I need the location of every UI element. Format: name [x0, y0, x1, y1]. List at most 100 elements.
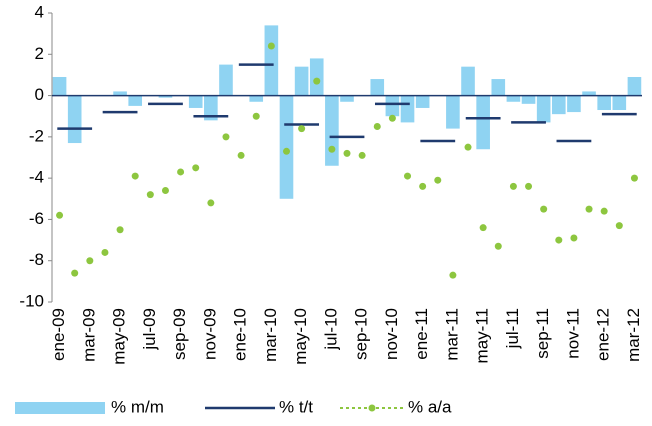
bar	[340, 95, 354, 102]
marker	[479, 224, 487, 232]
x-tick-label: may-10	[291, 308, 310, 365]
bar	[627, 76, 642, 96]
x-tick-label: ene-10	[231, 308, 250, 361]
x-tick-label: may-09	[110, 308, 129, 365]
y-tick-label: 2	[35, 44, 44, 63]
y-tick-label: -8	[29, 250, 44, 269]
x-tick-label: jul-10	[321, 308, 340, 351]
bar	[491, 79, 506, 96]
bar	[309, 58, 324, 96]
x-tick-label: ene-11	[412, 308, 431, 360]
x-tick-label: jul-11	[503, 308, 522, 349]
x-tick-label: jul-09	[140, 308, 159, 351]
legend-label: % m/m	[111, 397, 164, 416]
marker	[161, 187, 169, 195]
marker	[419, 182, 427, 190]
marker	[555, 236, 563, 244]
bar	[521, 95, 536, 104]
bar	[128, 95, 143, 106]
bar	[551, 95, 566, 115]
marker	[328, 145, 336, 153]
marker	[358, 151, 366, 159]
x-tick-label: nov-10	[382, 308, 401, 360]
marker	[237, 151, 245, 159]
marker	[101, 248, 109, 256]
x-tick-label: sep-11	[533, 308, 552, 359]
x-tick-label: nov-11	[563, 308, 582, 359]
bar	[506, 95, 521, 102]
marker	[373, 123, 381, 131]
legend-label: % a/a	[408, 397, 452, 416]
bar	[597, 95, 611, 111]
y-tick-label: -10	[19, 291, 44, 310]
marker	[343, 149, 351, 157]
marker	[282, 147, 290, 155]
marker	[434, 176, 442, 184]
legend-label: % t/t	[279, 397, 313, 416]
marker	[313, 77, 321, 85]
bar	[567, 95, 581, 113]
y-tick-label: 0	[35, 85, 44, 104]
marker	[494, 242, 502, 250]
x-tick-label: nov-09	[200, 308, 219, 360]
bar	[158, 95, 173, 98]
bar	[204, 95, 218, 121]
bar	[536, 95, 551, 123]
marker	[298, 125, 306, 133]
y-tick-label: -4	[29, 168, 44, 187]
bar	[461, 66, 475, 96]
marker	[146, 191, 154, 199]
marker	[131, 172, 139, 180]
marker	[207, 199, 215, 207]
marker	[116, 226, 124, 234]
marker	[464, 143, 472, 151]
marker	[449, 271, 457, 279]
marker	[540, 205, 548, 213]
marker	[71, 269, 79, 277]
legend-marker	[368, 404, 376, 412]
marker	[56, 211, 64, 219]
bar	[400, 95, 415, 123]
x-tick-label: ene-12	[594, 308, 613, 361]
x-tick-label: mar-12	[624, 308, 643, 362]
bar	[612, 95, 627, 111]
marker	[509, 182, 517, 190]
y-tick-label: -2	[29, 126, 44, 145]
marker	[222, 133, 230, 141]
marker	[267, 42, 275, 50]
bar	[294, 66, 309, 96]
marker	[252, 112, 260, 120]
bar	[113, 91, 127, 96]
marker	[404, 172, 412, 180]
bar	[188, 95, 203, 108]
marker	[585, 205, 593, 213]
bar	[446, 95, 460, 129]
marker	[177, 168, 185, 176]
bar	[476, 95, 490, 150]
x-tick-label: mar-09	[79, 308, 98, 362]
x-tick-label: ene-09	[49, 308, 68, 361]
bar	[325, 95, 339, 166]
marker	[86, 257, 94, 265]
legend-swatch	[15, 402, 105, 414]
marker	[388, 114, 396, 122]
y-tick-label: 4	[35, 2, 44, 21]
marker	[615, 222, 623, 230]
bar	[370, 79, 385, 96]
bar	[279, 95, 294, 199]
bar	[415, 95, 430, 108]
bar	[249, 95, 264, 102]
marker	[630, 174, 638, 182]
bar	[52, 76, 67, 96]
bar	[582, 91, 596, 96]
marker	[570, 234, 578, 242]
y-tick-label: -6	[29, 209, 44, 228]
marker	[192, 164, 200, 172]
bar	[67, 95, 82, 144]
x-tick-label: mar-10	[261, 308, 280, 362]
x-tick-label: sep-10	[352, 308, 371, 360]
x-tick-label: mar-11	[442, 308, 461, 361]
bar	[385, 95, 400, 117]
x-tick-label: sep-09	[170, 308, 189, 360]
